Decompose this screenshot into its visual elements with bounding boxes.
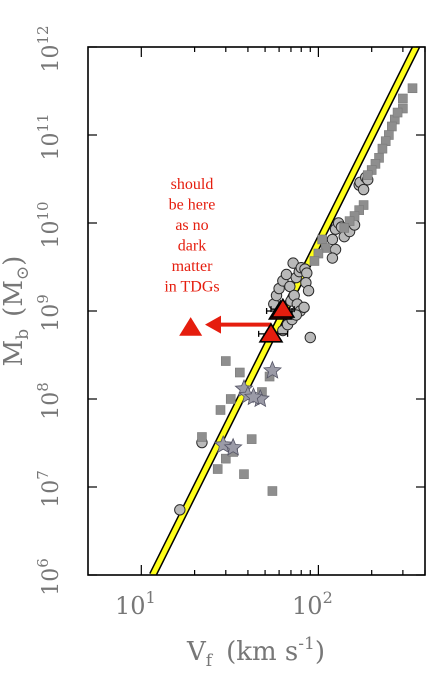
x-axis-title: Vf (km s-1) bbox=[186, 634, 325, 671]
data-point-circle bbox=[301, 267, 313, 279]
target-triangle bbox=[179, 317, 203, 336]
data-point-square bbox=[212, 464, 223, 474]
data-point-square bbox=[344, 216, 355, 226]
data-point-circle bbox=[280, 268, 293, 281]
data-point-star bbox=[213, 434, 233, 454]
data-point-circle bbox=[284, 280, 296, 293]
data-point-square bbox=[235, 367, 245, 378]
data-point-square bbox=[309, 256, 320, 266]
data-point-circle bbox=[357, 183, 370, 196]
x-tick-label: 102 bbox=[292, 588, 333, 620]
data-point-star bbox=[262, 360, 282, 379]
data-point-square bbox=[377, 143, 388, 154]
data-point-square bbox=[392, 107, 403, 118]
data-point-square bbox=[349, 211, 360, 221]
y-tick-label: 1012 bbox=[34, 25, 64, 72]
data-point-square bbox=[387, 121, 397, 132]
data-point-square bbox=[317, 234, 327, 245]
y-tick-label: 1011 bbox=[34, 113, 64, 160]
data-point-circle bbox=[326, 233, 339, 246]
x-tick-label: 101 bbox=[115, 588, 156, 620]
data-point-star bbox=[223, 437, 243, 456]
annotation-line: dark bbox=[178, 238, 206, 255]
data-point-square bbox=[239, 469, 249, 479]
data-point-circle bbox=[302, 285, 315, 297]
y-tick-label: 109 bbox=[34, 294, 64, 332]
y-tick-label: 107 bbox=[34, 470, 64, 508]
data-point-square bbox=[215, 405, 226, 415]
y-tick-label: 106 bbox=[34, 558, 64, 596]
data-point-star bbox=[243, 387, 263, 406]
annotation-line: should bbox=[171, 176, 214, 193]
data-point-square bbox=[197, 432, 207, 442]
data-point-circle bbox=[304, 331, 316, 344]
annotation-line: matter bbox=[172, 258, 214, 275]
data-point-square bbox=[407, 83, 418, 94]
y-tick-label: 1010 bbox=[34, 201, 64, 248]
data-point-circle bbox=[298, 301, 310, 314]
data-point-triangle bbox=[270, 297, 296, 318]
arrow-head bbox=[205, 315, 222, 334]
annotation-line: as no bbox=[175, 217, 208, 234]
data-point-square bbox=[225, 394, 236, 404]
data-point-square bbox=[362, 170, 373, 180]
data-point-triangle bbox=[258, 322, 284, 343]
data-point-square bbox=[267, 486, 278, 496]
annotation-line: in TDGs bbox=[164, 279, 219, 296]
data-point-circle bbox=[174, 504, 186, 516]
y-tick-label: 108 bbox=[34, 382, 64, 420]
annotation-line: be here bbox=[169, 197, 216, 214]
data-point-square bbox=[398, 93, 408, 104]
data-point-circle bbox=[326, 252, 339, 264]
data-point-square bbox=[339, 223, 350, 233]
y-axis-title: Mb(M⊙) bbox=[0, 256, 33, 367]
data-point-square bbox=[220, 453, 231, 464]
data-point-square bbox=[220, 356, 231, 366]
data-point-square bbox=[246, 434, 257, 444]
data-point-square bbox=[320, 243, 331, 253]
